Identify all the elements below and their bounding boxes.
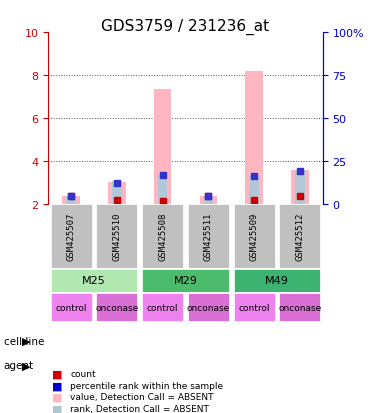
FancyBboxPatch shape bbox=[50, 293, 92, 322]
Bar bbox=[249, 176, 259, 204]
Bar bbox=[295, 170, 305, 204]
FancyBboxPatch shape bbox=[188, 293, 229, 322]
Text: rank, Detection Call = ABSENT: rank, Detection Call = ABSENT bbox=[70, 404, 209, 413]
FancyBboxPatch shape bbox=[142, 269, 229, 292]
Bar bbox=[154, 90, 171, 204]
Text: count: count bbox=[70, 369, 96, 378]
Text: ■: ■ bbox=[52, 392, 62, 402]
FancyBboxPatch shape bbox=[279, 293, 321, 322]
FancyBboxPatch shape bbox=[234, 293, 275, 322]
FancyBboxPatch shape bbox=[142, 205, 183, 268]
Text: GSM425508: GSM425508 bbox=[158, 212, 167, 261]
FancyBboxPatch shape bbox=[96, 293, 137, 322]
Text: onconase: onconase bbox=[187, 303, 230, 312]
Text: control: control bbox=[239, 303, 270, 312]
FancyBboxPatch shape bbox=[279, 205, 321, 268]
Bar bbox=[200, 197, 217, 204]
Text: GSM425509: GSM425509 bbox=[250, 212, 259, 261]
Text: GSM425512: GSM425512 bbox=[295, 212, 304, 261]
FancyBboxPatch shape bbox=[50, 205, 92, 268]
Text: GSM425511: GSM425511 bbox=[204, 212, 213, 261]
Text: ▶: ▶ bbox=[22, 361, 31, 370]
FancyBboxPatch shape bbox=[234, 205, 275, 268]
Bar bbox=[158, 176, 167, 204]
Text: GDS3759 / 231236_at: GDS3759 / 231236_at bbox=[101, 19, 270, 35]
Text: GSM425507: GSM425507 bbox=[67, 212, 76, 261]
Text: ■: ■ bbox=[52, 369, 62, 379]
FancyBboxPatch shape bbox=[142, 293, 183, 322]
Text: M29: M29 bbox=[174, 275, 197, 286]
Text: cell line: cell line bbox=[4, 336, 44, 346]
Text: control: control bbox=[147, 303, 178, 312]
Bar bbox=[246, 71, 263, 204]
Text: control: control bbox=[55, 303, 87, 312]
Text: onconase: onconase bbox=[95, 303, 138, 312]
Text: percentile rank within the sample: percentile rank within the sample bbox=[70, 381, 224, 390]
Text: ▶: ▶ bbox=[22, 336, 31, 346]
Text: ■: ■ bbox=[52, 380, 62, 390]
FancyBboxPatch shape bbox=[188, 205, 229, 268]
Bar bbox=[66, 197, 76, 204]
Bar bbox=[291, 170, 309, 204]
Bar bbox=[112, 182, 122, 204]
FancyBboxPatch shape bbox=[96, 205, 137, 268]
Text: ■: ■ bbox=[52, 404, 62, 413]
Bar bbox=[108, 183, 125, 204]
Bar bbox=[204, 196, 213, 204]
FancyBboxPatch shape bbox=[234, 269, 321, 292]
Text: M25: M25 bbox=[82, 275, 106, 286]
Text: M49: M49 bbox=[265, 275, 289, 286]
Bar bbox=[62, 197, 80, 204]
Text: value, Detection Call = ABSENT: value, Detection Call = ABSENT bbox=[70, 392, 214, 401]
Text: agent: agent bbox=[4, 361, 34, 370]
FancyBboxPatch shape bbox=[50, 269, 137, 292]
Text: onconase: onconase bbox=[278, 303, 322, 312]
Text: GSM425510: GSM425510 bbox=[112, 212, 121, 261]
